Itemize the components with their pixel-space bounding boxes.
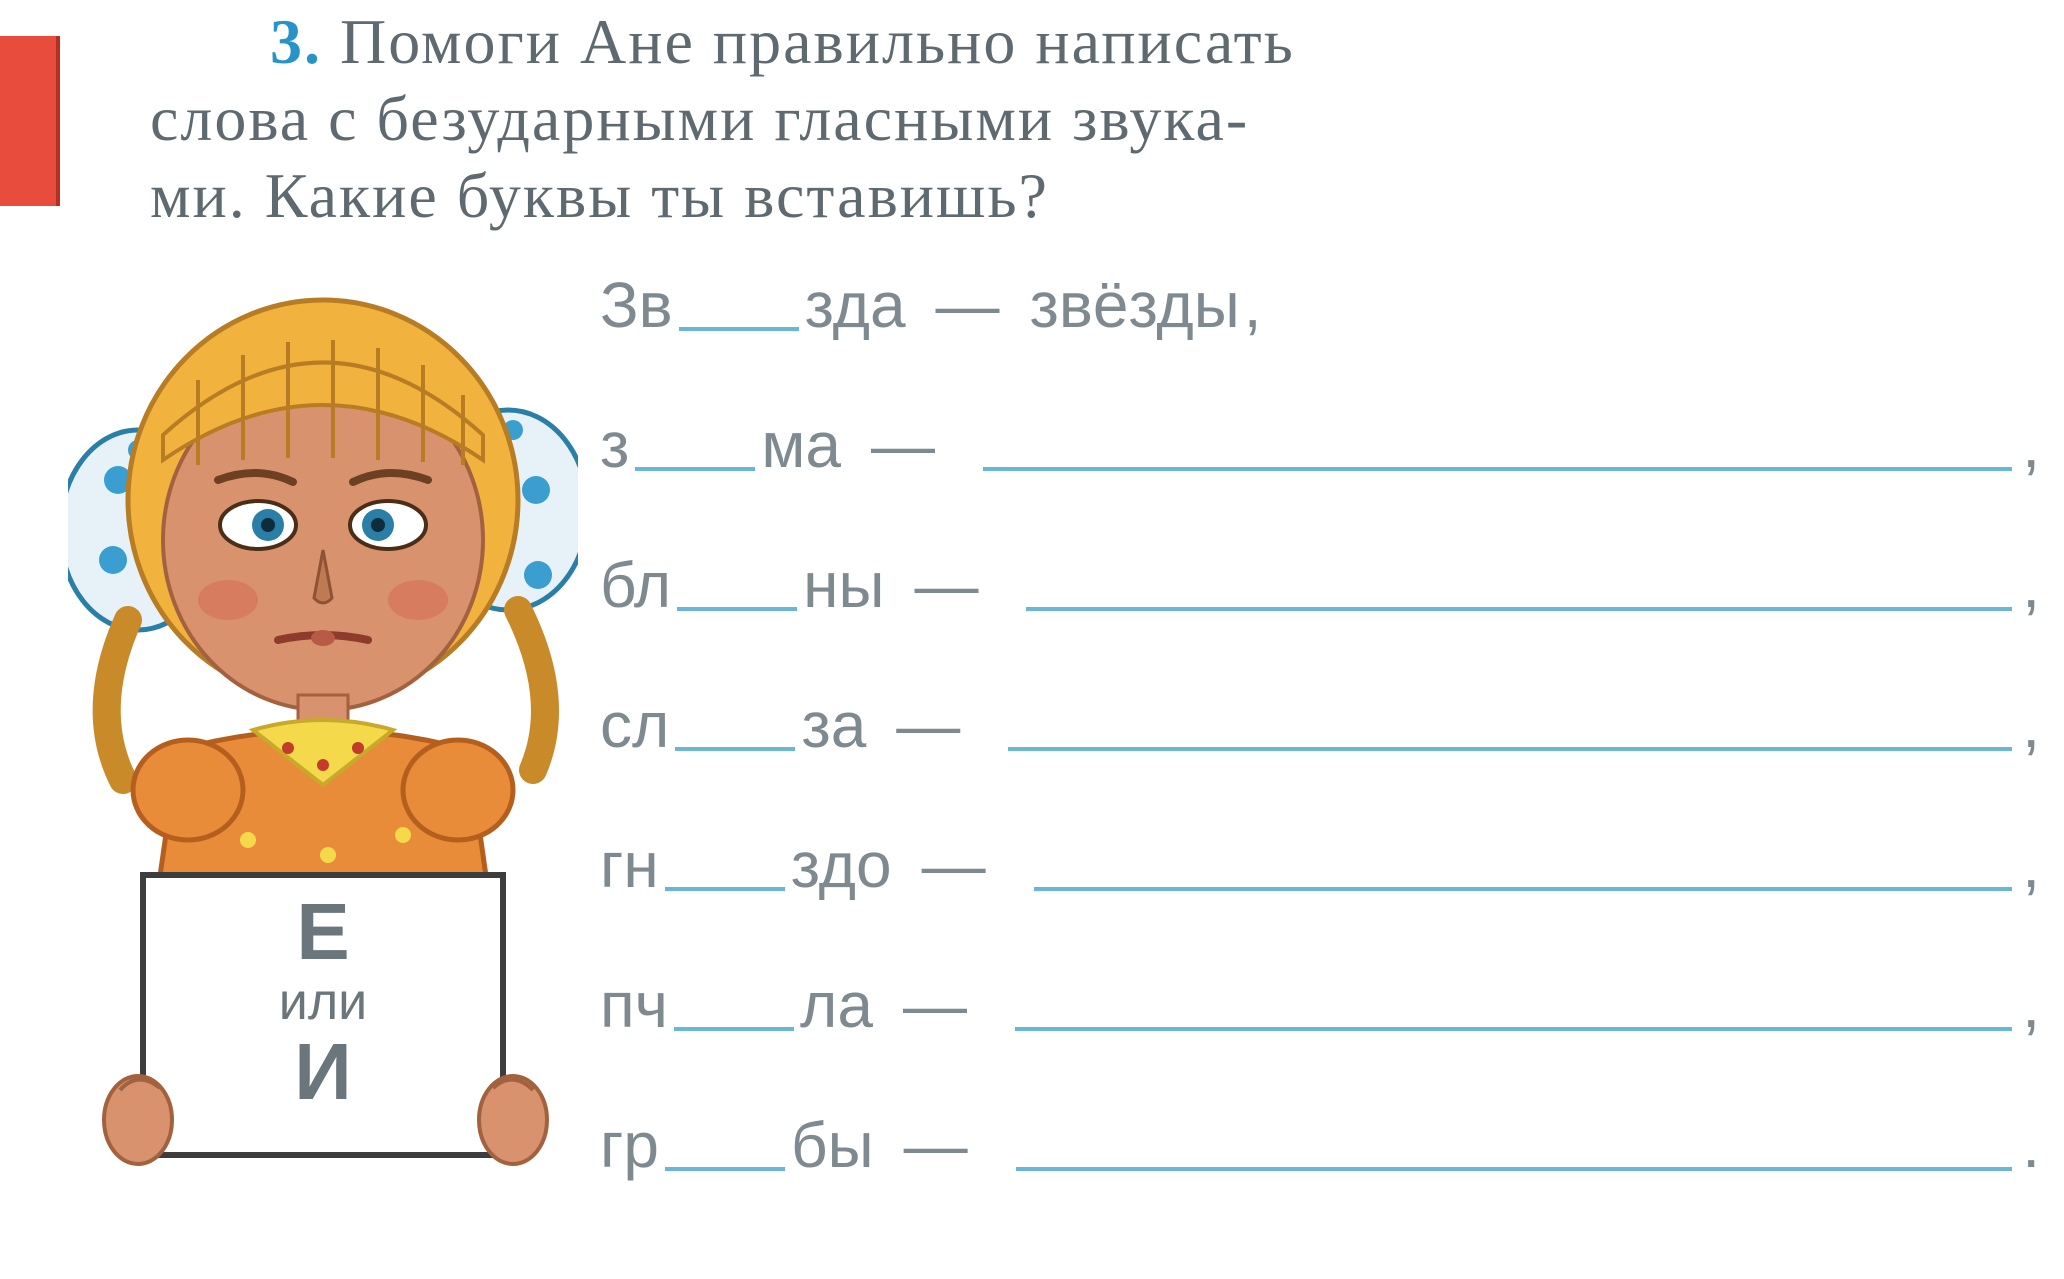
row-terminator: , — [2022, 688, 2040, 762]
anya-illustration: Е или И — [68, 280, 578, 1180]
word-part-pre: пч — [600, 968, 668, 1042]
answer-blank[interactable] — [1016, 1123, 2013, 1171]
prompt-text-2: слова с безударными гласными звука- — [150, 81, 2030, 158]
word-part-post: зда — [805, 268, 906, 342]
sign-letter-bot: И — [143, 1026, 503, 1118]
row-terminator: . — [2022, 1108, 2040, 1182]
word-part-post: за — [801, 688, 866, 762]
word-part-post: ла — [800, 968, 873, 1042]
word-part-pre: сл — [600, 688, 669, 762]
letter-blank[interactable] — [665, 1123, 785, 1171]
eye-left-icon — [220, 501, 296, 549]
letter-blank[interactable] — [674, 983, 794, 1031]
letter-blank[interactable] — [635, 423, 755, 471]
exercise-row: Зв зда — звёзды , — [600, 268, 2040, 408]
row-terminator: , — [2022, 828, 2040, 902]
exercise-rows: Зв зда — звёзды , з ма — , бл ны — , сл — [600, 268, 2040, 1248]
row-terminator: , — [2022, 548, 2040, 622]
exercise-row: з ма — , — [600, 408, 2040, 548]
answer-blank[interactable] — [1008, 703, 2012, 751]
answer-blank[interactable] — [1015, 983, 2012, 1031]
word-part-pre: з — [600, 408, 629, 482]
letter-blank[interactable] — [677, 563, 797, 611]
eye-right-icon — [350, 501, 426, 549]
letter-blank[interactable] — [675, 703, 795, 751]
dash-separator: — — [904, 1108, 968, 1182]
word-part-post: здо — [791, 828, 892, 902]
prompt-text-3: ми. Какие буквы ты вставишь? — [150, 158, 2030, 235]
word-part-pre: бл — [600, 548, 671, 622]
letter-blank[interactable] — [679, 283, 799, 331]
dash-separator: — — [903, 968, 967, 1042]
dash-separator: — — [922, 828, 986, 902]
exercise-prompt: 3. Помоги Ане правильно написать слова с… — [150, 4, 2030, 234]
exercise-row: гн здо — , — [600, 828, 2040, 968]
word-part-post: ны — [803, 548, 884, 622]
dress-icon — [133, 720, 513, 890]
letter-blank[interactable] — [665, 843, 785, 891]
dash-separator: — — [896, 688, 960, 762]
row-terminator: , — [1244, 268, 1262, 342]
dash-separator: — — [871, 408, 935, 482]
row-terminator: , — [2022, 968, 2040, 1042]
sign-board-text: Е или И — [143, 886, 503, 1118]
exercise-row: гр бы — . — [600, 1108, 2040, 1248]
answer-blank[interactable] — [1026, 563, 2012, 611]
page-side-tab — [0, 36, 60, 206]
exercise-number: 3. — [270, 6, 322, 77]
dash-separator: — — [936, 268, 1000, 342]
word-part-pre: гн — [600, 828, 659, 902]
dash-separator: — — [914, 548, 978, 622]
exercise-row: пч ла — , — [600, 968, 2040, 1108]
prompt-text-1: Помоги Ане правильно написать — [340, 6, 1295, 77]
exercise-row: бл ны — , — [600, 548, 2040, 688]
sign-word-or: или — [143, 972, 503, 1032]
exercise-row: сл за — , — [600, 688, 2040, 828]
word-part-post: бы — [791, 1108, 874, 1182]
row-terminator: , — [2022, 408, 2040, 482]
answer-blank[interactable] — [983, 423, 2012, 471]
word-part-pre: Зв — [600, 268, 673, 342]
sign-letter-top: Е — [143, 886, 503, 978]
answer-text: звёзды — [1030, 268, 1240, 342]
answer-blank[interactable] — [1034, 843, 2013, 891]
word-part-post: ма — [761, 408, 841, 482]
word-part-pre: гр — [600, 1108, 659, 1182]
